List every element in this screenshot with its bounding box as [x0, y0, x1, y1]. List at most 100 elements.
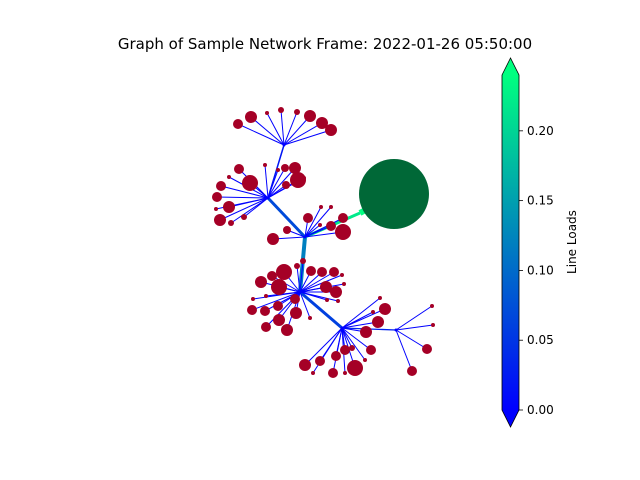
network-line: [395, 329, 413, 372]
network-line: [266, 112, 285, 146]
colorbar-tick-label: 0.15: [527, 194, 554, 208]
network-line: [395, 305, 433, 331]
network-node: [347, 360, 363, 376]
network-node: [366, 345, 376, 355]
network-node: [281, 164, 289, 172]
network-line: [250, 116, 285, 146]
network-line: [267, 167, 286, 199]
network-line: [280, 109, 285, 146]
network-node: [407, 366, 417, 376]
network-node: [329, 267, 339, 277]
network-node: [282, 181, 290, 189]
network-node: [294, 109, 300, 115]
network-line: [220, 185, 269, 199]
network-node: [422, 344, 432, 354]
network-node: [294, 263, 300, 269]
network-node: [431, 323, 435, 327]
colorbar-body: [502, 75, 519, 410]
network-node: [214, 214, 226, 226]
network-line: [341, 327, 366, 361]
colorbar-tick-label: 0.00: [527, 403, 554, 417]
network-hub: [340, 326, 344, 330]
network-line: [219, 197, 269, 221]
network-node: [317, 267, 327, 277]
network-line: [237, 123, 285, 146]
network-node: [265, 111, 269, 115]
network-line: [216, 196, 269, 199]
network-node: [255, 276, 267, 288]
network-node: [273, 301, 283, 311]
network-line: [266, 196, 307, 239]
network-line: [299, 260, 304, 293]
network-line: [299, 274, 343, 293]
network-line: [252, 291, 301, 300]
network-node: [319, 205, 323, 209]
network-line: [299, 290, 343, 330]
network-node: [372, 316, 384, 328]
network-node: [290, 294, 300, 304]
network-node: [299, 359, 311, 371]
network-line: [296, 265, 301, 293]
network-node: [283, 226, 291, 234]
network-node: [264, 294, 268, 298]
network-node: [241, 214, 247, 220]
network-line: [304, 206, 322, 238]
colorbar-extend-bottom: [502, 410, 519, 427]
network-hub: [266, 196, 270, 200]
network-edges: [215, 109, 434, 374]
network-node: [349, 345, 355, 351]
network-node: [371, 310, 375, 314]
network-line: [341, 297, 381, 329]
network-line: [304, 327, 343, 366]
network-node: [263, 163, 267, 167]
network-line: [299, 271, 335, 293]
network-node: [311, 371, 315, 375]
network-line: [341, 327, 353, 349]
network-nodes: [212, 107, 435, 378]
network-node: [304, 110, 316, 122]
colorbar-extend-top: [502, 58, 519, 75]
network-node: [360, 326, 372, 338]
network-node: [331, 351, 341, 361]
network-node: [343, 371, 347, 375]
network-node: [338, 213, 348, 223]
network-node: [325, 124, 337, 136]
network-node: [308, 316, 312, 320]
network-line: [267, 167, 296, 199]
network-node: [320, 281, 332, 293]
network-node: [316, 117, 328, 129]
network-node: [303, 213, 313, 223]
network-node: [281, 324, 293, 336]
network-line: [283, 115, 311, 146]
colorbar-tick-label: 0.10: [527, 263, 554, 277]
network-hub: [282, 143, 286, 147]
network-node: [328, 368, 338, 378]
network-node: [379, 303, 391, 315]
network-node: [378, 296, 382, 300]
network-node: [300, 258, 306, 264]
network-hub: [394, 328, 398, 332]
network-node: [340, 273, 344, 277]
network-node: [340, 345, 350, 355]
network-node: [267, 233, 279, 245]
network-node: [329, 205, 333, 209]
colorbar: 0.00 0.05 0.10 0.15 0.20 Line Loads: [501, 57, 579, 428]
chart-title: Graph of Sample Network Frame: 2022-01-2…: [118, 35, 532, 53]
network-node: [318, 223, 322, 227]
network-node: [302, 176, 306, 180]
network-node: [290, 307, 302, 319]
network-node: [363, 358, 367, 362]
network-line: [395, 329, 428, 350]
network-line: [304, 206, 332, 238]
colorbar-ticks: 0.00 0.05 0.10 0.15 0.20: [519, 124, 554, 417]
network-node: [290, 172, 306, 188]
network-node: [216, 181, 226, 191]
network-line: [341, 327, 372, 351]
network-node: [251, 297, 255, 301]
colorbar-tick-label: 0.05: [527, 333, 554, 347]
network-node: [212, 192, 222, 202]
network-node: [326, 221, 336, 231]
colorbar-label: Line Loads: [565, 210, 579, 274]
network-line: [341, 311, 374, 329]
network-line: [299, 291, 311, 319]
